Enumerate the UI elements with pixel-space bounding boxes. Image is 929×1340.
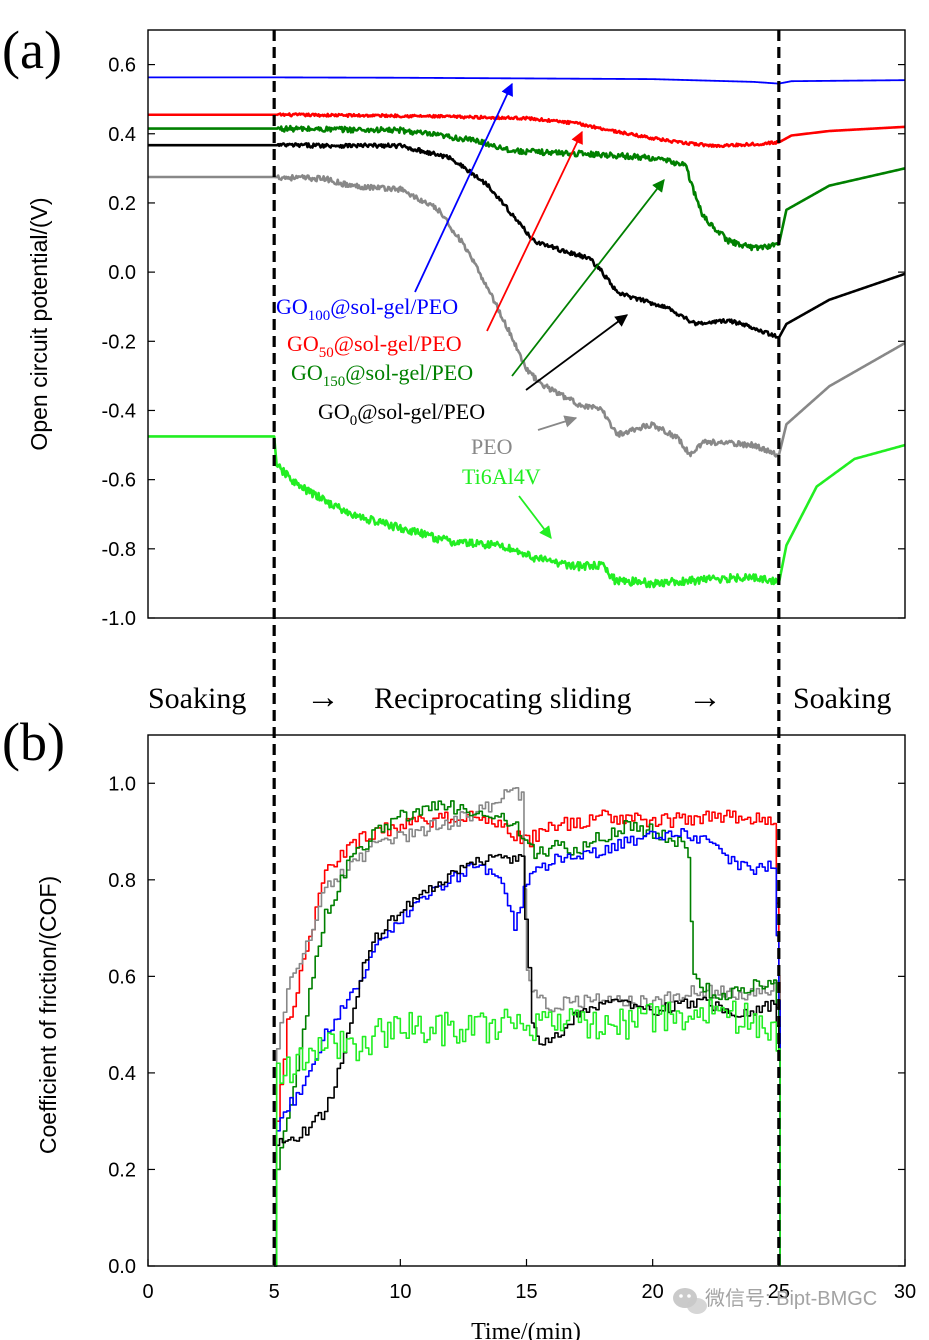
x-tick-label-b: 30 xyxy=(894,1281,916,1303)
series-line-a-go100-sol-gel-peo xyxy=(148,76,906,85)
y-tick-label-a: -0.6 xyxy=(102,470,136,492)
legend-arrow-ti6al4v xyxy=(518,495,552,540)
stage-label-soaking-start: Soaking xyxy=(148,682,246,715)
panel-b-y-axis: 0.0 0.2 0.4 0.6 0.8 1.0 xyxy=(108,773,905,1278)
legend-label-go100-sol-gel-peo: GO100@sol-gel/PEO xyxy=(276,294,458,324)
series-line-a-go50-sol-gel-peo xyxy=(147,112,906,149)
stage-labels: Soaking → Reciprocating sliding → Soakin… xyxy=(148,678,891,716)
y-tick-label-b: 0.0 xyxy=(108,1256,136,1278)
series-line-b-go0-sol-gel-peo xyxy=(274,853,781,1267)
panel-b-frame xyxy=(147,734,906,1267)
ocp-series-group xyxy=(147,76,906,589)
x-tick-label-b: 15 xyxy=(515,1281,537,1303)
y-tick-label-a: -1.0 xyxy=(102,608,136,630)
legend-arrow-go0-sol-gel-peo xyxy=(525,314,629,391)
legend-label-go0-sol-gel-peo: GO0@sol-gel/PEO xyxy=(318,399,485,429)
y-tick-label-b: 0.4 xyxy=(108,1063,136,1085)
watermark-text: 微信号: Bipt-BMGC xyxy=(705,1287,877,1310)
panel-a-ocp-chart: -1.0 -0.8 -0.6 -0.4 -0.2 0.0 0.2 0.4 0.6 (a) Ope… xyxy=(2,20,906,630)
y-tick-label-a: -0.4 xyxy=(102,400,136,422)
phase-boundary-lines xyxy=(272,30,781,1266)
panel-b-x-axis: 0 5 10 15 20 25 30 xyxy=(142,1259,916,1303)
y-tick-label-a: 0.0 xyxy=(108,262,136,284)
series-line-a-go0-sol-gel-peo xyxy=(147,142,906,340)
y-tick-label-b: 1.0 xyxy=(108,773,136,795)
legend-label-ti6al4v: Ti6Al4V xyxy=(462,464,541,489)
watermark: 微信号: Bipt-BMGC xyxy=(673,1287,877,1314)
x-tick-label-b: 25 xyxy=(768,1281,790,1303)
x-tick-label-b: 0 xyxy=(142,1281,153,1303)
panel-a-frame xyxy=(147,29,906,619)
series-line-a-ti6al4v xyxy=(147,435,906,589)
panel-a-y-axis: -1.0 -0.8 -0.6 -0.4 -0.2 0.0 0.2 0.4 0.6 xyxy=(102,55,905,630)
panel-b-x-axis-title: Time/(min) xyxy=(471,1319,581,1340)
y-tick-label-a: -0.2 xyxy=(102,331,136,353)
y-tick-label-a: -0.8 xyxy=(102,539,136,561)
x-tick-label-b: 20 xyxy=(642,1281,664,1303)
wechat-icon xyxy=(673,1288,707,1314)
x-tick-label-b: 10 xyxy=(389,1281,411,1303)
legend-arrow-go100-sol-gel-peo xyxy=(414,82,513,293)
legend-label-go50-sol-gel-peo: GO50@sol-gel/PEO xyxy=(287,331,462,361)
y-tick-label-b: 0.6 xyxy=(108,966,136,988)
series-line-b-ti6al4v xyxy=(274,998,781,1267)
series-line-a-peo xyxy=(147,173,906,458)
stage-label-soaking-end: Soaking xyxy=(793,682,891,715)
legend-arrow-peo xyxy=(537,415,578,431)
panel-b-label: (b) xyxy=(2,712,65,772)
stage-arrow-1: → xyxy=(306,678,340,716)
stage-arrow-2: → xyxy=(688,678,722,716)
legend-label-peo: PEO xyxy=(471,434,513,459)
series-line-b-go150-sol-gel-peo xyxy=(274,800,781,1267)
panel-a-y-axis-title: Open circuit potential/(V) xyxy=(26,197,52,450)
legend-arrow-go50-sol-gel-peo xyxy=(486,130,583,332)
series-line-b-go50-sol-gel-peo xyxy=(274,809,781,1267)
panel-a-annotations: GO100@sol-gel/PEO GO50@sol-gel/PEOGO150@s… xyxy=(276,82,665,540)
y-tick-label-a: 0.4 xyxy=(108,124,136,146)
y-tick-label-a: 0.6 xyxy=(108,55,136,77)
panel-b-cof-chart: 0.0 0.2 0.4 0.6 0.8 1.0 0 5 10 15 20 25 30 (b) Coef… xyxy=(2,712,916,1340)
panel-a-label: (a) xyxy=(2,20,62,80)
legend-arrow-go150-sol-gel-peo xyxy=(511,179,665,377)
x-tick-label-b: 5 xyxy=(269,1281,280,1303)
y-tick-label-b: 0.2 xyxy=(108,1159,136,1181)
y-tick-label-b: 0.8 xyxy=(108,870,136,892)
panel-b-y-axis-title: Coefficient of friction/(COF) xyxy=(35,876,61,1154)
stage-label-reciprocating-sliding: Reciprocating sliding xyxy=(374,682,631,715)
series-line-b-peo xyxy=(274,787,781,1267)
cof-series-group xyxy=(274,787,781,1267)
legend-label-go150-sol-gel-peo: GO150@sol-gel/PEO xyxy=(291,360,473,390)
y-tick-label-a: 0.2 xyxy=(108,193,136,215)
